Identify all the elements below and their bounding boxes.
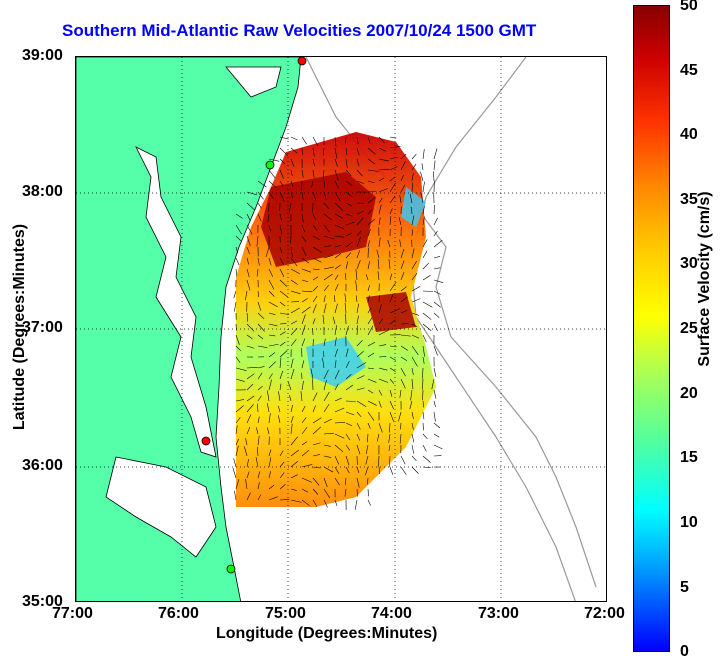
velocity-vector xyxy=(291,137,298,140)
velocity-vector xyxy=(434,423,440,428)
station-marker-green xyxy=(227,565,235,573)
map-title: Southern Mid-Atlantic Raw Velocities 200… xyxy=(62,21,632,41)
velocity-vector xyxy=(390,467,393,475)
velocity-vector xyxy=(434,302,441,307)
colorbar-tick: 10 xyxy=(680,514,698,532)
velocity-vector xyxy=(434,434,439,437)
velocity-vector xyxy=(412,467,419,474)
velocity-vector xyxy=(423,149,424,159)
velocity-map xyxy=(75,56,607,602)
x-tick-label: 74:00 xyxy=(371,605,412,623)
x-tick-label: 76:00 xyxy=(158,605,199,623)
velocity-vector xyxy=(412,456,416,461)
colorbar-tick: 40 xyxy=(680,126,698,144)
velocity-vector xyxy=(434,401,436,407)
x-tick-label: 73:00 xyxy=(478,605,519,623)
velocity-vector xyxy=(412,434,414,442)
x-tick-label: 72:00 xyxy=(584,605,625,623)
velocity-vector xyxy=(434,161,435,170)
velocity-vector xyxy=(434,256,440,258)
velocity-vector xyxy=(423,263,429,269)
colorbar-tick: 50 xyxy=(680,0,698,15)
x-axis-label: Longitude (Degrees:Minutes) xyxy=(216,625,437,643)
colorbar-tick: 45 xyxy=(680,62,698,80)
velocity-vector xyxy=(234,491,236,500)
velocity-vector xyxy=(280,148,288,156)
velocity-vector xyxy=(434,268,440,269)
velocity-vector xyxy=(401,456,405,464)
velocity-vector xyxy=(258,203,261,208)
velocity-vector xyxy=(401,467,406,475)
velocity-vector xyxy=(434,205,435,214)
station-marker-green xyxy=(266,161,274,169)
velocity-vector xyxy=(234,302,236,312)
colorbar-tick: 5 xyxy=(680,579,689,597)
station-marker-red xyxy=(298,57,306,65)
velocity-vector xyxy=(434,218,438,225)
x-tick-label: 75:00 xyxy=(265,605,306,623)
velocity-vector xyxy=(434,149,437,159)
velocity-vector xyxy=(423,251,427,258)
velocity-vector xyxy=(423,412,424,419)
velocity-vector xyxy=(434,368,436,377)
velocity-vector xyxy=(434,240,442,247)
colorbar-label: Surface Velocity (cm/s) xyxy=(696,149,714,409)
velocity-vector xyxy=(422,163,423,170)
velocity-vector xyxy=(423,434,427,439)
y-tick-label: 36:00 xyxy=(22,457,63,475)
velocity-vector xyxy=(423,182,425,192)
velocity-vector xyxy=(233,468,236,478)
velocity-vector xyxy=(434,412,435,421)
y-axis-label: Latitude (Degrees:Minutes) xyxy=(11,197,29,457)
velocity-vector xyxy=(302,137,307,144)
colorbar xyxy=(633,5,670,652)
velocity-vector xyxy=(423,302,432,307)
velocity-vector xyxy=(423,456,431,463)
velocity-vector xyxy=(423,313,431,320)
velocity-vector xyxy=(236,269,237,276)
velocity-vector xyxy=(423,445,426,451)
velocity-vector xyxy=(355,500,357,510)
station-marker-red xyxy=(202,437,210,445)
y-tick-label: 39:00 xyxy=(22,47,63,65)
velocity-vector xyxy=(434,324,438,331)
velocity-vector xyxy=(269,170,275,178)
velocity-vector xyxy=(234,458,236,467)
velocity-vector xyxy=(412,154,416,159)
velocity-vector xyxy=(234,291,236,298)
velocity-vector xyxy=(434,445,442,449)
colorbar-tick: 15 xyxy=(680,449,698,467)
velocity-vector xyxy=(368,489,369,496)
velocity-vector xyxy=(434,390,436,399)
velocity-vector xyxy=(368,500,371,505)
velocity-vector xyxy=(412,445,414,454)
x-tick-label: 77:00 xyxy=(52,605,93,623)
velocity-vector xyxy=(423,423,424,430)
velocity-vector xyxy=(423,275,430,280)
velocity-vector xyxy=(412,299,420,302)
colorbar-tick: 0 xyxy=(680,643,689,661)
velocity-vector xyxy=(434,280,443,283)
velocity-vector xyxy=(434,313,439,318)
velocity-vector xyxy=(236,258,239,265)
velocity-vector xyxy=(433,171,434,181)
isobath-line xyxy=(411,57,576,602)
